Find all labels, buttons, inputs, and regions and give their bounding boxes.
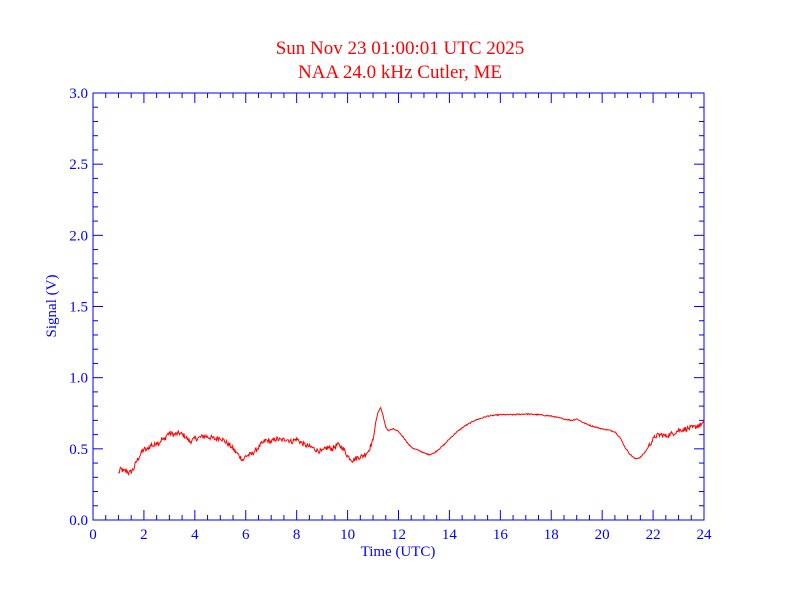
y-axis-label: Signal (V) (44, 275, 60, 338)
y-tick-label: 2.0 (69, 228, 88, 244)
chart-subtitle: NAA 24.0 kHz Cutler, ME (298, 62, 502, 83)
x-tick-label: 12 (391, 527, 406, 543)
chart-title: Sun Nov 23 01:00:01 UTC 2025 (276, 38, 525, 59)
x-tick-label: 22 (646, 527, 661, 543)
x-tick-label: 4 (191, 527, 199, 543)
x-tick-label: 0 (89, 527, 97, 543)
x-tick-label: 20 (595, 527, 610, 543)
x-tick-label: 8 (293, 527, 301, 543)
x-tick-label: 2 (140, 527, 148, 543)
x-tick-label: 14 (442, 527, 458, 543)
signal-series-line (118, 406, 705, 476)
x-tick-label: 10 (340, 527, 355, 543)
y-tick-label: 3.0 (69, 86, 88, 102)
x-tick-labels: 0 2 4 6 8 10 12 14 16 18 20 22 24 (89, 527, 712, 543)
y-tick-label: 1.5 (69, 300, 88, 316)
axis-ticks (92, 92, 705, 521)
series-layer (118, 406, 705, 476)
y-tick-label: 1.0 (69, 371, 88, 387)
plot-frame (92, 92, 705, 521)
x-tick-label: 18 (544, 527, 559, 543)
x-axis-label: Time (UTC) (361, 544, 436, 560)
x-tick-label: 24 (697, 527, 713, 543)
y-tick-labels: 0.0 0.5 1.0 1.5 2.0 2.5 3.0 (69, 86, 88, 529)
x-tick-label: 6 (242, 527, 250, 543)
x-tick-label: 16 (493, 527, 509, 543)
y-tick-label: 0.5 (69, 442, 88, 458)
y-tick-label: 0.0 (69, 513, 88, 529)
y-tick-label: 2.5 (69, 157, 88, 173)
